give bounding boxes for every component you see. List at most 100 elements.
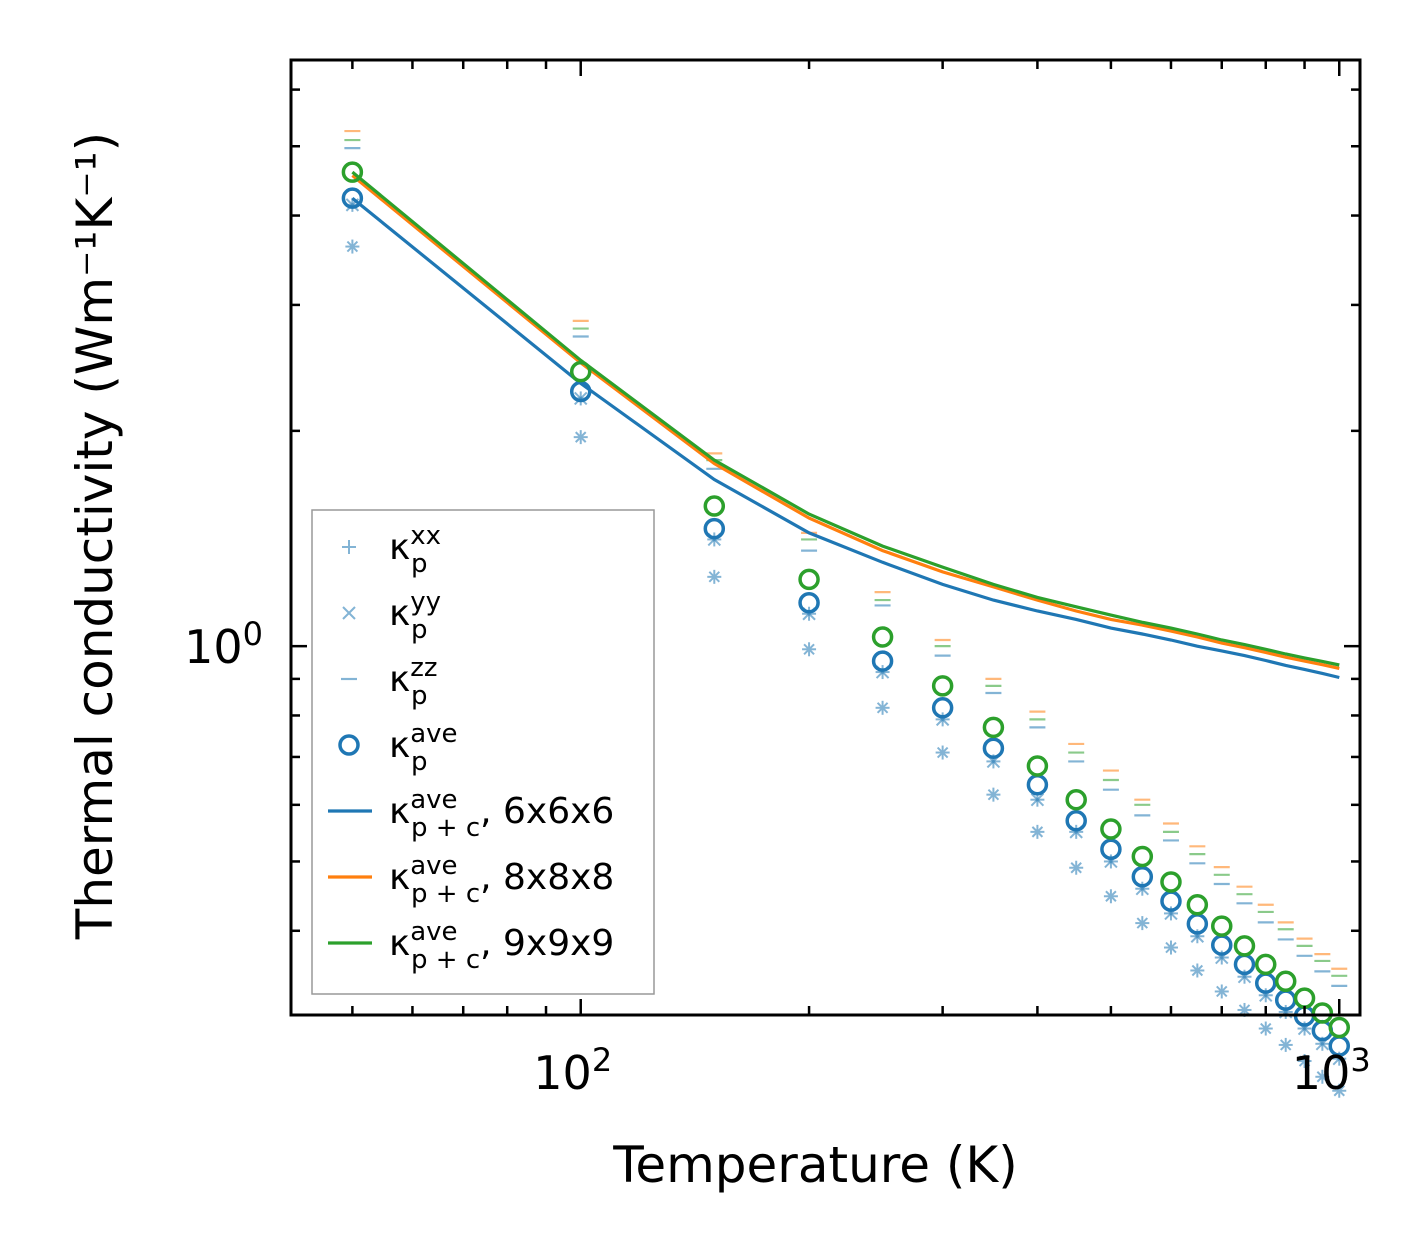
data-point <box>569 360 592 383</box>
legend-label: κave p + c, 6x6x6 <box>389 785 614 843</box>
data-point <box>935 745 950 760</box>
circle <box>1293 987 1316 1009</box>
star-b <box>1191 964 1204 977</box>
tick-exponent: 3 <box>1350 1041 1370 1079</box>
legend-label: κave p + c, 8x8x8 <box>389 851 614 909</box>
tick-base: 10 <box>184 620 243 674</box>
data-point <box>341 161 364 183</box>
data-point <box>798 568 820 591</box>
tick-base: 10 <box>1292 1046 1351 1100</box>
legend-label: κave p <box>389 719 458 777</box>
data-point <box>345 239 360 254</box>
circle <box>1065 788 1087 811</box>
data-point <box>1135 916 1150 931</box>
circle <box>871 650 894 672</box>
legend-marker-swatch <box>338 734 360 756</box>
data-point <box>982 737 1005 759</box>
circle <box>1328 1016 1351 1039</box>
data-point <box>1311 1002 1334 1024</box>
legend-sub: p <box>411 681 428 711</box>
data-point <box>1065 810 1087 832</box>
star-b <box>876 702 889 714</box>
data-point <box>1100 818 1122 840</box>
circle <box>1131 865 1154 888</box>
star-b <box>346 240 359 253</box>
legend-entry-4: κave p + c, 6x6x6 <box>328 785 614 843</box>
star-b <box>708 571 721 583</box>
data-point <box>573 430 588 445</box>
data-point <box>1163 940 1178 955</box>
series-line <box>351 196 1340 680</box>
tick-base: 10 <box>533 1046 592 1100</box>
star-b <box>1070 862 1082 874</box>
x-b <box>574 391 588 406</box>
legend-sup: xx <box>410 521 441 551</box>
legend-sub: p <box>411 747 428 777</box>
legend-sub: p + c <box>411 945 480 975</box>
legend-kappa: κ <box>389 527 410 568</box>
legend-sup: zz <box>410 653 437 683</box>
legend-marker-swatch <box>342 606 356 620</box>
legend-label: κave p + c, 9x9x9 <box>389 917 614 975</box>
series--p-zz-green <box>344 138 1348 977</box>
star-b <box>1280 1039 1292 1051</box>
data-point <box>986 787 1001 802</box>
data-point <box>871 626 894 648</box>
legend-sub: p + c <box>411 813 480 843</box>
circle <box>1186 893 1209 916</box>
circle <box>341 161 364 183</box>
data-point <box>931 675 954 697</box>
circle <box>871 626 894 648</box>
circle <box>1254 953 1277 976</box>
data-point <box>875 700 890 715</box>
plot-frame <box>289 58 1362 1017</box>
star-b <box>1136 917 1149 929</box>
star-b <box>1165 941 1177 954</box>
legend-suffix: , 9x9x9 <box>480 923 614 964</box>
circle <box>1160 871 1182 893</box>
circle <box>798 591 820 614</box>
circle <box>569 380 592 403</box>
legend-sub: p + c <box>411 879 480 909</box>
data-point <box>1030 792 1045 807</box>
data-point <box>1293 987 1316 1009</box>
data-point <box>703 495 726 517</box>
series-line <box>351 174 1340 670</box>
legend-kappa: κ <box>389 923 410 964</box>
legend-entry-2: κzz p <box>341 653 438 711</box>
data-point <box>341 187 364 209</box>
data-point <box>1190 963 1205 978</box>
data-point <box>1332 1083 1347 1098</box>
star-b <box>1238 1004 1251 1016</box>
star-b <box>1260 1022 1272 1035</box>
star-b <box>1316 1071 1329 1083</box>
circle <box>1311 1002 1334 1024</box>
legend-entry-1: κyy p <box>342 587 441 645</box>
star-b <box>1333 1085 1345 1097</box>
series--p-c-ave-9x9x9 <box>351 170 1340 667</box>
circle <box>1211 915 1233 937</box>
data-point <box>1131 845 1154 868</box>
legend-sub: p <box>411 549 428 579</box>
legend-sub: p <box>411 615 428 645</box>
data-point <box>1069 860 1084 875</box>
circle <box>703 517 726 540</box>
star-b <box>803 643 815 655</box>
legend-kappa: κ <box>389 725 410 766</box>
circle <box>1100 818 1122 840</box>
series-line <box>351 170 1340 667</box>
data-point <box>802 642 817 657</box>
data-point <box>1278 1037 1293 1052</box>
data-point <box>1254 953 1277 976</box>
legend-label: κxx p <box>389 521 441 579</box>
circle <box>341 187 364 209</box>
circle <box>1274 970 1297 993</box>
legend-entry-3: κave p <box>338 719 458 777</box>
legend-kappa: κ <box>389 857 410 898</box>
x-tick-label: 102 <box>533 1041 612 1100</box>
legend-kappa: κ <box>389 593 410 634</box>
circle <box>1026 774 1049 796</box>
tick-exponent: 0 <box>243 615 263 653</box>
data-point <box>1026 774 1049 796</box>
